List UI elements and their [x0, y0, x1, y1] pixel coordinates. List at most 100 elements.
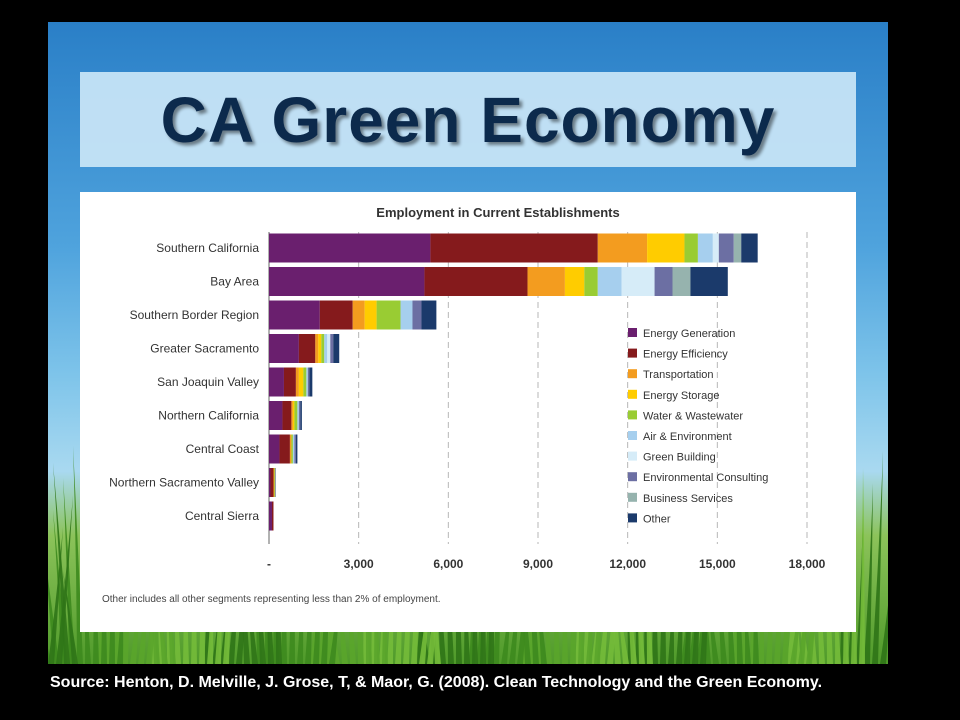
grass-blade	[329, 558, 343, 664]
grass-blade	[387, 536, 394, 664]
bar-segment	[273, 468, 275, 497]
category-label: San Joaquin Valley	[157, 375, 259, 389]
bar-segment	[297, 401, 299, 430]
grass-blade	[297, 546, 304, 664]
category-label: Bay Area	[210, 275, 259, 289]
legend-swatch	[628, 431, 637, 440]
title-band: CA Green Economy	[80, 72, 856, 167]
category-label: Northern California	[158, 409, 259, 423]
chart-footnote: Other includes all other segments repres…	[102, 594, 441, 605]
bar-segment	[584, 267, 598, 296]
legend-swatch	[628, 410, 637, 420]
bar-segment	[315, 334, 319, 363]
bar-segment	[697, 233, 713, 263]
legend-swatch	[628, 492, 637, 502]
chart-title: Employment in Current Establishments	[376, 205, 619, 220]
legend-swatch	[628, 472, 637, 482]
bar-segment	[654, 267, 673, 296]
bar-segment	[597, 233, 648, 263]
grass-blade	[63, 478, 75, 664]
grass-blade	[228, 507, 243, 664]
bar-segment	[289, 434, 292, 464]
bar-segment	[672, 267, 691, 296]
grass-blade	[509, 538, 523, 664]
grass-blade	[586, 545, 593, 664]
bar-segment	[279, 434, 290, 464]
legend-label: Transportation	[643, 369, 714, 381]
grass-blade	[53, 463, 70, 664]
bar-segment	[269, 468, 271, 497]
bar-segment	[319, 300, 353, 330]
legend-label: Air & Environment	[643, 431, 732, 443]
bar-segment	[690, 267, 728, 296]
legend-swatch	[628, 513, 637, 523]
bar-segment	[291, 434, 293, 464]
bar-segment	[741, 233, 758, 263]
bar-segment	[303, 367, 307, 397]
bar-segment	[421, 300, 437, 330]
bar-segment	[327, 334, 331, 363]
bar-segment	[647, 233, 685, 263]
bar-segment	[307, 367, 310, 397]
grass-blade	[880, 605, 888, 664]
x-tick-label: 12,000	[609, 557, 646, 571]
bar-segment	[321, 334, 325, 363]
bar-segment	[269, 300, 320, 330]
bar-segment	[269, 267, 425, 296]
bar-segment	[298, 367, 304, 397]
bar-segment	[292, 434, 295, 464]
grass-blade	[48, 527, 63, 664]
grass-blade	[207, 556, 214, 664]
grass-blade	[859, 468, 865, 664]
legend-label: Energy Efficiency	[643, 349, 728, 361]
legend-label: Energy Storage	[643, 390, 719, 402]
grass-blade	[798, 537, 813, 664]
bar-segment	[352, 300, 365, 330]
bar-segment	[306, 367, 308, 397]
bar-segment	[295, 434, 298, 464]
bar-segment	[269, 233, 431, 263]
category-label: Southern California	[156, 241, 259, 255]
bar-segment	[597, 267, 622, 296]
bar-segment	[282, 401, 292, 430]
x-tick-label: 15,000	[699, 557, 736, 571]
bar-segment	[274, 468, 276, 497]
bar-segment	[733, 233, 742, 263]
bar-segment	[621, 267, 655, 296]
bar-segment	[295, 367, 299, 397]
bar-segment	[430, 233, 598, 263]
legend-swatch	[628, 328, 637, 337]
bar-segment	[412, 300, 422, 330]
bar-segment	[294, 401, 298, 430]
bar-segment	[294, 434, 296, 464]
grass-blade	[872, 451, 883, 664]
legend-swatch	[628, 389, 637, 399]
bar-segment	[292, 401, 295, 430]
bar-segment	[300, 401, 302, 430]
source-citation: Source: Henton, D. Melville, J. Grose, T…	[50, 674, 823, 691]
x-tick-label: -	[267, 557, 271, 571]
legend-label: Business Services	[643, 493, 733, 505]
category-label: Central Coast	[186, 442, 260, 456]
grass-blade	[419, 548, 433, 664]
bar-segment	[424, 267, 528, 296]
bar-segment	[269, 367, 284, 397]
grass-blade	[130, 549, 143, 664]
legend-swatch	[628, 348, 637, 358]
legend-swatch	[628, 451, 637, 461]
bar-segment	[275, 468, 276, 497]
category-label: Southern Border Region	[130, 308, 259, 322]
bar-segment	[400, 300, 413, 330]
bar-segment	[309, 367, 313, 397]
bar-segment	[291, 401, 293, 430]
bar-segment	[376, 300, 401, 330]
legend-label: Water & Wastewater	[643, 410, 743, 422]
grass-blade	[117, 566, 124, 664]
grass-blade	[599, 528, 613, 664]
bar-segment	[324, 334, 328, 363]
slide-title: CA Green Economy	[160, 83, 776, 156]
bar-segment	[527, 267, 565, 296]
bar-segment	[269, 401, 283, 430]
grass-blade	[63, 571, 78, 664]
chart-panel: Employment in Current Establishments Sout…	[80, 192, 856, 632]
